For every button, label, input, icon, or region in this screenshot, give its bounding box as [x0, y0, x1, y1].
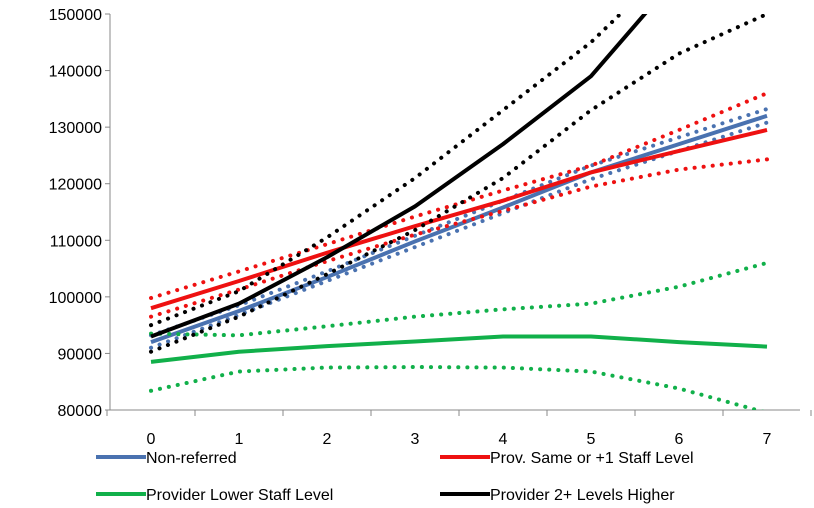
series-2 [149, 260, 769, 410]
legend-label: Prov. Same or +1 Staff Level [490, 450, 694, 467]
legend-label: Provider Lower Staff Level [146, 487, 333, 504]
y-tick-label: 100000 [49, 290, 102, 307]
legend-item: Provider 2+ Levels Higher [440, 487, 675, 504]
series-line [150, 113, 768, 344]
y-tick-label: 120000 [49, 177, 102, 194]
series-ci-upper-line [149, 107, 769, 338]
legend-item: Provider Lower Staff Level [96, 487, 333, 504]
series-ci-upper-line [149, 260, 769, 338]
series-ci-lower-line [149, 14, 769, 354]
legend-label: Non-referred [146, 450, 237, 467]
series-line [150, 14, 648, 339]
series-ci-upper-line [149, 91, 769, 300]
series-ci-lower-line [149, 157, 769, 319]
x-tick-label: 3 [411, 431, 420, 448]
series-line [150, 128, 768, 311]
series-lines [149, 14, 769, 410]
series-ci-upper-line [149, 14, 624, 328]
y-axis: 80000 90000 100000 110000 120000 130000 140000… [49, 7, 111, 420]
y-tick-label: 150000 [49, 7, 102, 24]
x-axis: 0 1 2 3 4 5 6 7 [106, 409, 812, 448]
x-tick-label: 0 [147, 431, 156, 448]
x-tick-label: 4 [499, 431, 508, 448]
y-tick-label: 80000 [58, 403, 103, 420]
x-tick-label: 1 [235, 431, 244, 448]
legend-item: Non-referred [96, 450, 237, 467]
series-3 [149, 14, 769, 354]
y-tick-label: 140000 [49, 64, 102, 81]
x-tick-label: 5 [587, 431, 596, 448]
legend: Non-referred Prov. Same or +1 Staff Level… [96, 450, 694, 504]
series-line [150, 334, 768, 364]
x-tick-label: 7 [763, 431, 772, 448]
y-tick-label: 90000 [58, 346, 103, 363]
series-1 [149, 91, 769, 319]
legend-label: Provider 2+ Levels Higher [490, 487, 675, 504]
y-tick-label: 110000 [50, 233, 102, 250]
x-tick-label: 2 [323, 431, 332, 448]
series-ci-lower-line [149, 365, 765, 410]
x-tick-label: 6 [675, 431, 684, 448]
legend-item: Prov. Same or +1 Staff Level [440, 450, 694, 467]
y-tick-label: 130000 [49, 120, 102, 137]
